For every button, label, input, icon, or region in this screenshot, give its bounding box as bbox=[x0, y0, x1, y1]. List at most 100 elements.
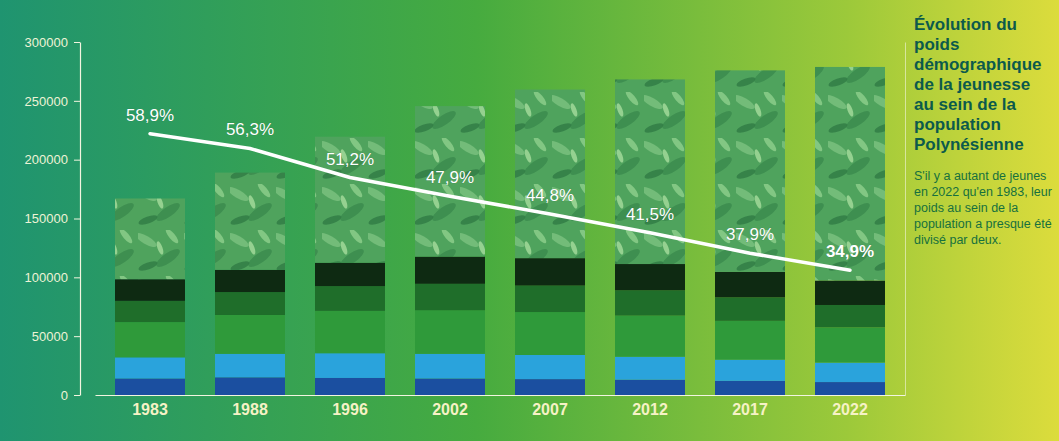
tick-label: 1988 bbox=[232, 401, 268, 418]
tick-label: 1996 bbox=[332, 401, 368, 418]
bar bbox=[315, 137, 385, 263]
bar-series bbox=[115, 67, 885, 281]
bar bbox=[715, 70, 785, 272]
title-line: poids bbox=[914, 35, 959, 54]
bar bbox=[315, 263, 385, 286]
bar bbox=[415, 257, 485, 284]
data-label: 44,8% bbox=[526, 186, 574, 205]
tick-mark bbox=[74, 277, 80, 278]
bar bbox=[715, 360, 785, 381]
data-label: 34,9% bbox=[826, 242, 874, 261]
bar bbox=[815, 305, 885, 327]
chart-svg: 0 50000 100000 150000 200000 250000 300000 1983… bbox=[0, 0, 1059, 441]
bar bbox=[615, 316, 685, 357]
title-line: Évolution du bbox=[914, 15, 1017, 34]
bar bbox=[715, 321, 785, 360]
tick-mark bbox=[74, 42, 80, 43]
tick-label: 150000 bbox=[25, 211, 68, 226]
tick-label: 50000 bbox=[32, 329, 68, 344]
tick: 1988 bbox=[232, 395, 268, 418]
data-label: 41,5% bbox=[626, 205, 674, 224]
bar bbox=[815, 382, 885, 395]
y2-axis bbox=[905, 43, 906, 396]
bar bbox=[815, 281, 885, 305]
background bbox=[0, 0, 1059, 441]
bar bbox=[215, 377, 285, 395]
title-line: au sein de la bbox=[914, 95, 1017, 114]
y-axis: 0 50000 100000 150000 200000 250000 300000 bbox=[25, 35, 81, 403]
bar bbox=[515, 355, 585, 379]
subtitle-line: en 2022 qu'en 1983, leur bbox=[914, 185, 1052, 199]
bar bbox=[815, 327, 885, 362]
bar bbox=[615, 357, 685, 380]
tick: 2017 bbox=[732, 395, 768, 418]
title: Évolution dupoidsdémographiquede la jeun… bbox=[914, 15, 1042, 154]
axis-line bbox=[96, 395, 906, 396]
bar bbox=[515, 379, 585, 395]
tick-label: 200000 bbox=[25, 152, 68, 167]
bar bbox=[315, 286, 385, 311]
tick: 2002 bbox=[432, 395, 468, 418]
tick: 100000 bbox=[25, 270, 80, 285]
tick: 2012 bbox=[632, 395, 668, 418]
bar bbox=[715, 297, 785, 321]
bar bbox=[515, 286, 585, 312]
bar bbox=[715, 381, 785, 395]
data-label: 47,9% bbox=[426, 168, 474, 187]
tick-mark bbox=[74, 395, 80, 396]
tick-label: 2007 bbox=[532, 401, 568, 418]
bar bbox=[415, 310, 485, 354]
bar bbox=[215, 270, 285, 292]
title-line: de la jeunesse bbox=[914, 75, 1030, 94]
subtitle: S'il y a autant de jeunes en 2022 qu'en 1… bbox=[914, 169, 1052, 247]
tick-label: 2017 bbox=[732, 401, 768, 418]
x-axis: 1983 1988 1996 2002 2007 2012 2017 2022 bbox=[96, 395, 906, 418]
bar bbox=[415, 354, 485, 379]
bar bbox=[215, 315, 285, 354]
tick-label: 2022 bbox=[832, 401, 868, 418]
tick: 300000 bbox=[25, 35, 80, 50]
tick: 0 bbox=[61, 388, 80, 403]
tick-label: 100000 bbox=[25, 270, 68, 285]
tick: 50000 bbox=[32, 329, 80, 344]
chart-container: 0 50000 100000 150000 200000 250000 300000 1983… bbox=[0, 0, 1059, 441]
bar bbox=[415, 106, 485, 256]
data-label: 56,3% bbox=[226, 120, 274, 139]
bar bbox=[615, 290, 685, 315]
tick-mark bbox=[74, 101, 80, 102]
tick-label: 0 bbox=[61, 388, 68, 403]
bar bbox=[215, 292, 285, 315]
tick: 2007 bbox=[532, 395, 568, 418]
tick: 2022 bbox=[832, 395, 868, 418]
tick-mark bbox=[74, 160, 80, 161]
bar bbox=[115, 322, 185, 357]
subtitle-line: S'il y a autant de jeunes bbox=[914, 169, 1046, 183]
title-line: démographique bbox=[914, 55, 1042, 74]
tick-label: 1983 bbox=[132, 401, 168, 418]
tick: 250000 bbox=[25, 93, 80, 108]
subtitle-line: poids au sein de la bbox=[914, 201, 1018, 215]
title-line: population bbox=[914, 115, 1001, 134]
data-label: 58,9% bbox=[126, 106, 174, 125]
bar bbox=[815, 363, 885, 382]
axis-line bbox=[80, 43, 81, 396]
bar bbox=[315, 378, 385, 395]
tick: 1983 bbox=[132, 395, 168, 418]
bar bbox=[115, 301, 185, 322]
bar bbox=[415, 379, 485, 395]
bar bbox=[515, 312, 585, 355]
data-labels: 58,9%56,3%51,2%47,9%44,8%41,5%37,9%34,9% bbox=[126, 106, 874, 262]
line bbox=[150, 134, 850, 271]
tick-label: 300000 bbox=[25, 35, 68, 50]
bar bbox=[115, 198, 185, 279]
bar bbox=[315, 311, 385, 353]
bar bbox=[215, 354, 285, 378]
bar bbox=[115, 379, 185, 395]
tick-label: 250000 bbox=[25, 93, 68, 108]
tick-label: 2002 bbox=[432, 401, 468, 418]
tick-mark bbox=[74, 336, 80, 337]
bar bbox=[415, 284, 485, 310]
bar bbox=[515, 258, 585, 285]
bar bbox=[115, 357, 185, 378]
tick-label: 2012 bbox=[632, 401, 668, 418]
